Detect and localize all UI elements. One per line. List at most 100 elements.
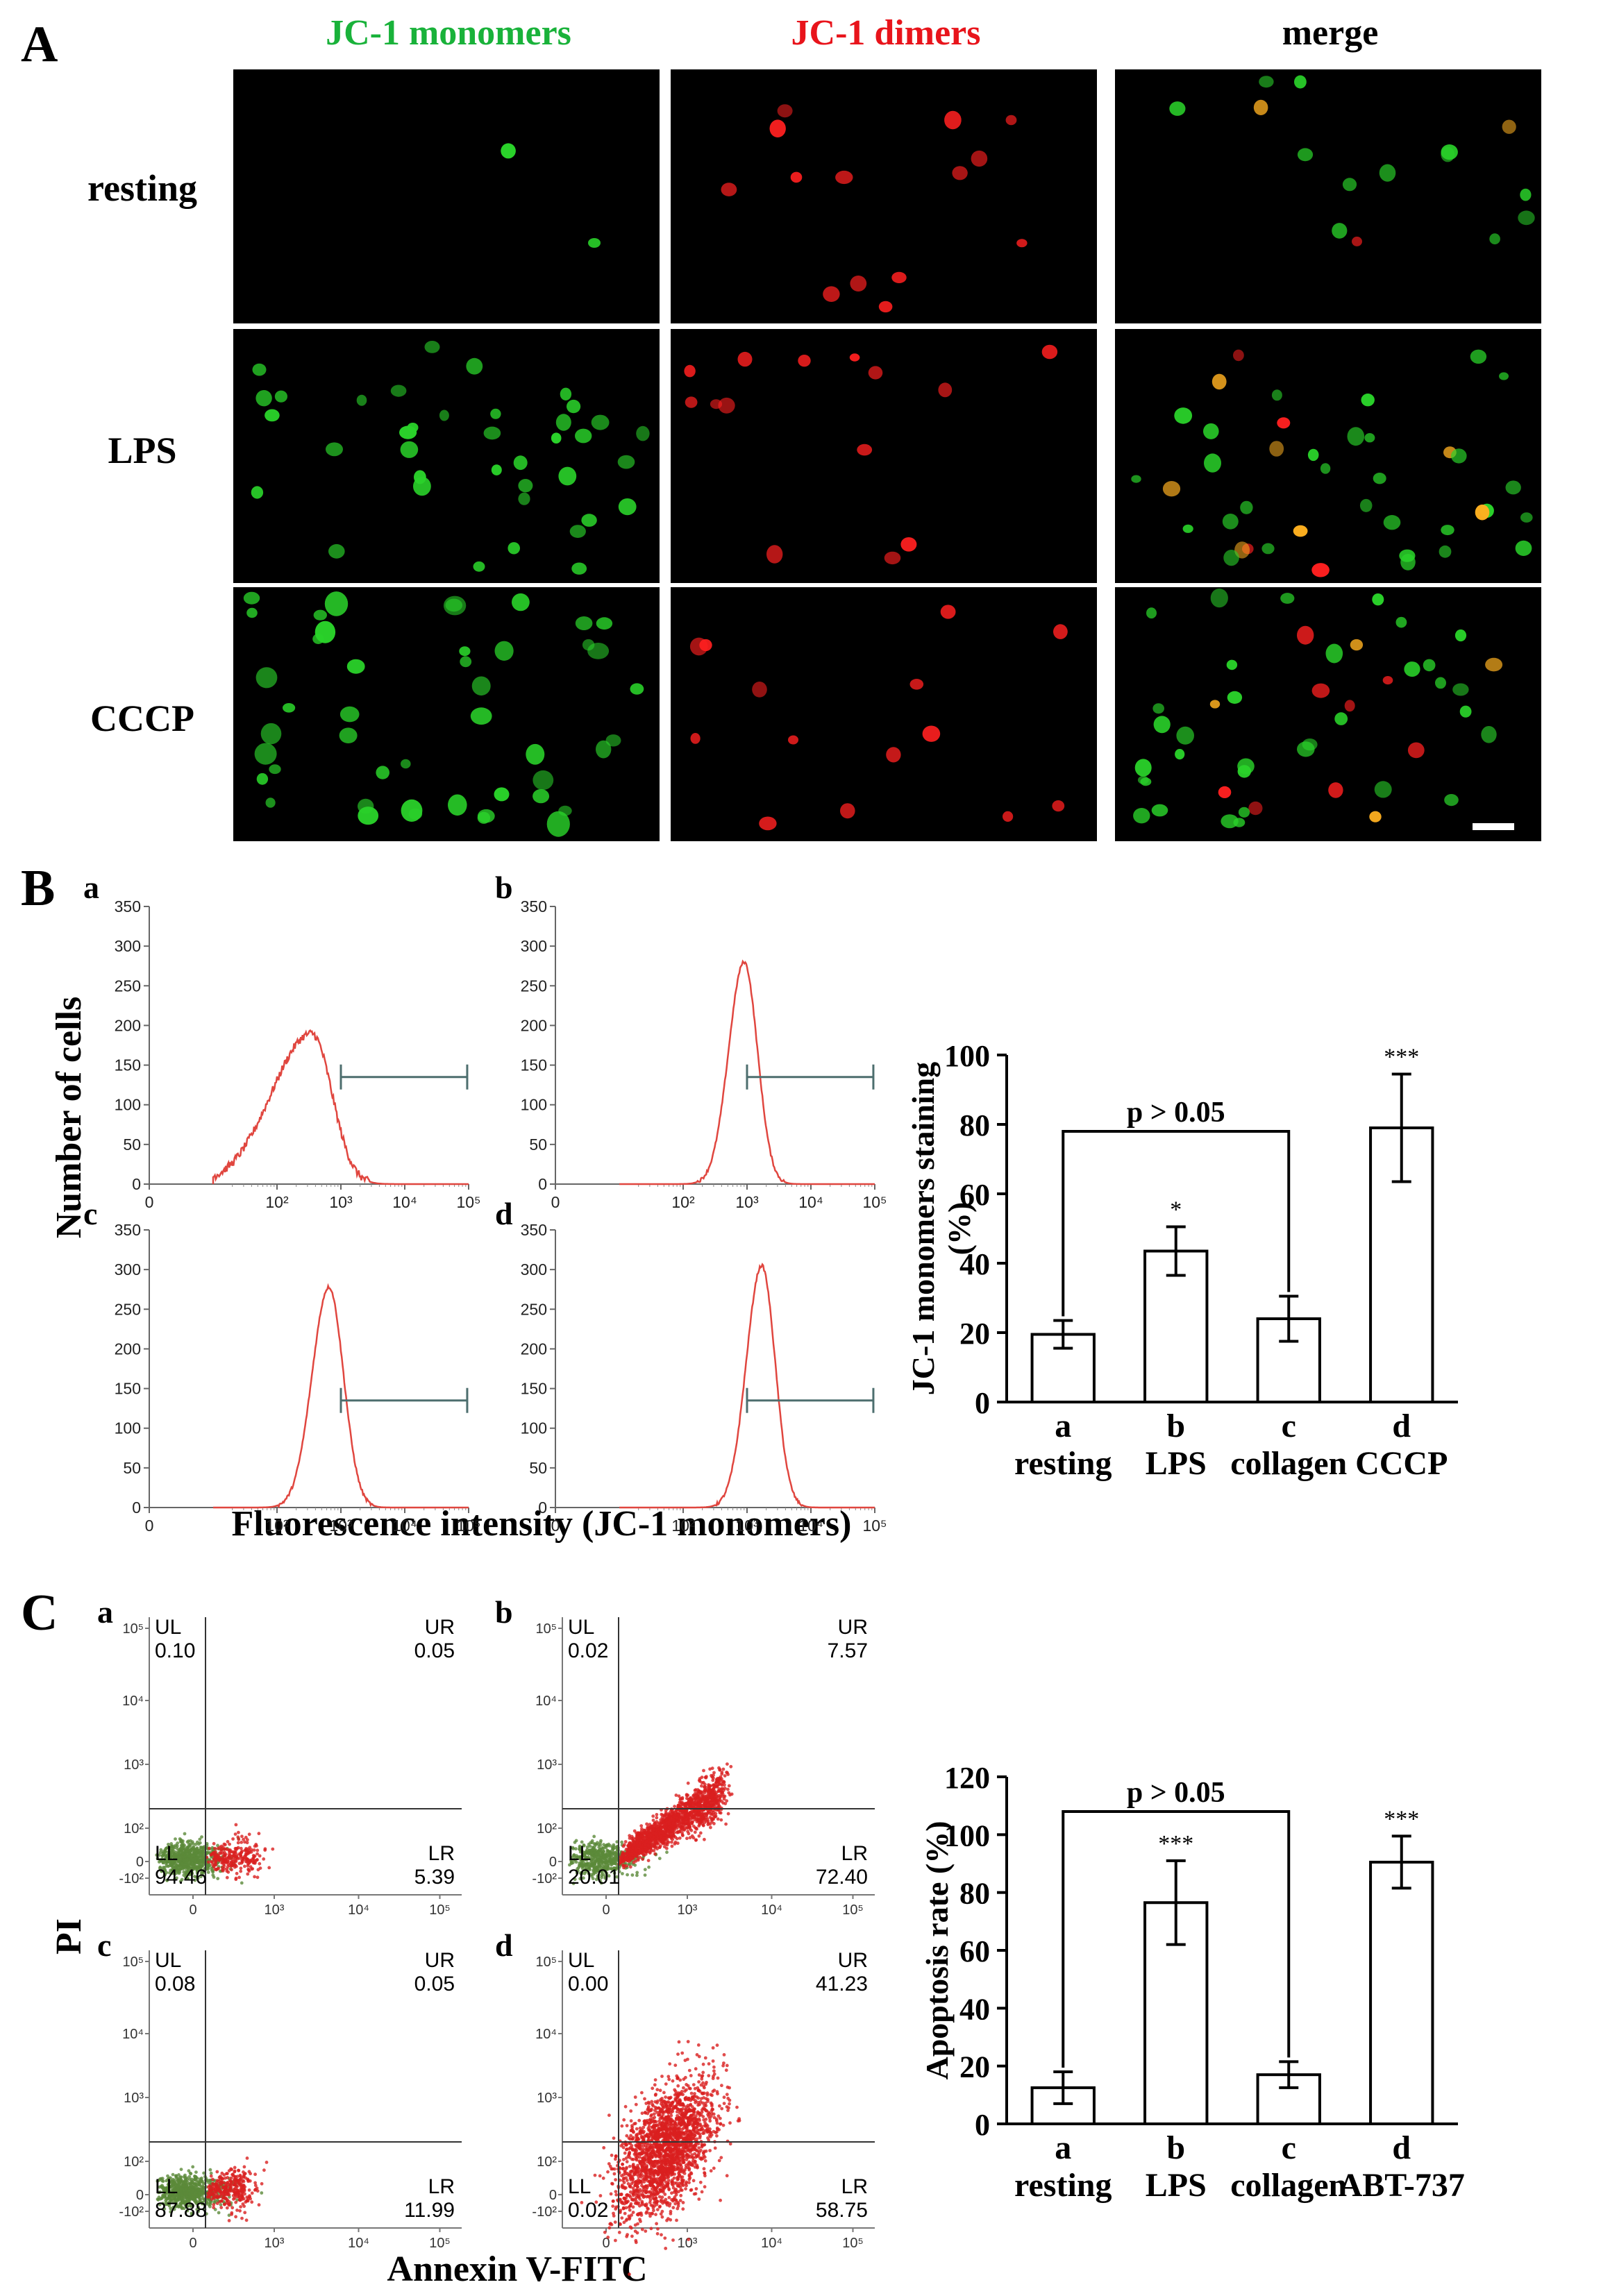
y-tick-label: 10⁴ [535,1694,557,1709]
point-red [695,1827,698,1831]
point-red [637,1849,642,1853]
point-red [227,2203,231,2207]
point-red [711,1784,715,1787]
point-red [703,1837,706,1841]
cell [501,143,516,159]
point-red [230,2206,235,2210]
y-tick-label: 10⁵ [122,1621,144,1637]
point-green [208,2168,212,2172]
point-red [236,2191,240,2195]
micrograph-resting-red [671,69,1097,323]
point-red [678,2078,682,2082]
point-red [263,1848,267,1852]
point-red [218,2200,222,2204]
cell [1347,427,1365,446]
point-red [646,1826,651,1830]
cell [718,397,735,414]
cell [1373,473,1386,484]
y-tick-label: 10⁵ [535,1621,557,1637]
point-red [686,1819,689,1823]
y-tick-label: 10³ [124,1757,144,1773]
cell [471,676,491,696]
point-red [686,1793,690,1798]
x-tick-label: 10⁴ [348,1902,369,1918]
point-red [698,1780,702,1783]
point-red [239,2182,242,2186]
cell [513,455,528,471]
x-tick-label: 10² [265,1193,289,1211]
point-red [711,1793,715,1798]
cell [1332,223,1348,239]
point-green [198,1837,202,1841]
y-tick-label: -10² [532,1871,557,1886]
point-green [592,1834,596,1839]
y-tick-label: 200 [521,1016,547,1034]
cell [255,390,272,407]
point-red [710,1798,714,1802]
point-red [229,1864,233,1868]
micrograph-cells [251,341,650,575]
cell [1311,683,1330,698]
cell [1253,99,1268,115]
cell [1293,525,1308,537]
point-green [183,1832,187,1836]
point-red [231,1859,235,1864]
y-tick-label: 150 [521,1056,547,1074]
cell [571,562,587,575]
point-red [630,1852,634,1857]
y-tick-label: 10³ [537,1757,557,1773]
point-red [218,2195,221,2199]
point-red [244,1848,248,1852]
cell [1441,525,1454,536]
cell [1441,146,1455,162]
point-red [706,1792,710,1796]
cell [618,498,637,516]
cell [1226,659,1238,670]
point-red [239,1869,243,1873]
point-red [671,1822,676,1826]
point-red [223,2202,227,2206]
point-red [214,1860,217,1864]
cell [1350,639,1364,651]
point-red [220,2171,224,2175]
point-green [647,1865,651,1869]
point-green [179,2168,183,2172]
y-tick-label: 50 [529,1136,547,1154]
cell [400,441,419,458]
point-red [691,1796,696,1800]
cell [1271,389,1282,401]
cell [251,486,264,499]
cell [1248,801,1263,816]
point-red [246,2178,250,2182]
cell [1320,463,1331,474]
point-red [233,2166,237,2170]
cell [1328,782,1343,798]
cell [891,271,907,283]
point-red [666,1834,670,1838]
cell [328,543,345,559]
cell [1372,593,1384,606]
point-red [698,1812,702,1816]
cell [938,382,953,398]
cell [1344,700,1355,712]
micrograph-resting-merge [1115,69,1541,323]
point-red [632,1829,637,1833]
point-green [188,2171,192,2175]
point-red [653,1846,657,1850]
sublabel-b-b: b [495,870,513,905]
x-tick-label: 10³ [678,1902,698,1918]
point-red [253,2188,258,2191]
micrograph-cccp-merge [1115,587,1541,841]
point-red [724,1822,728,1826]
point-red [633,2095,637,2099]
row-label-resting: resting [87,167,197,209]
y-tick-label: 10³ [537,2091,557,2106]
point-red [638,1841,642,1846]
point-red [212,2206,215,2210]
point-red [222,1867,226,1871]
point-red [662,1831,665,1834]
point-red [651,1818,655,1823]
point-red [222,2185,226,2189]
point-red [239,1866,243,1871]
point-green [219,2203,223,2206]
